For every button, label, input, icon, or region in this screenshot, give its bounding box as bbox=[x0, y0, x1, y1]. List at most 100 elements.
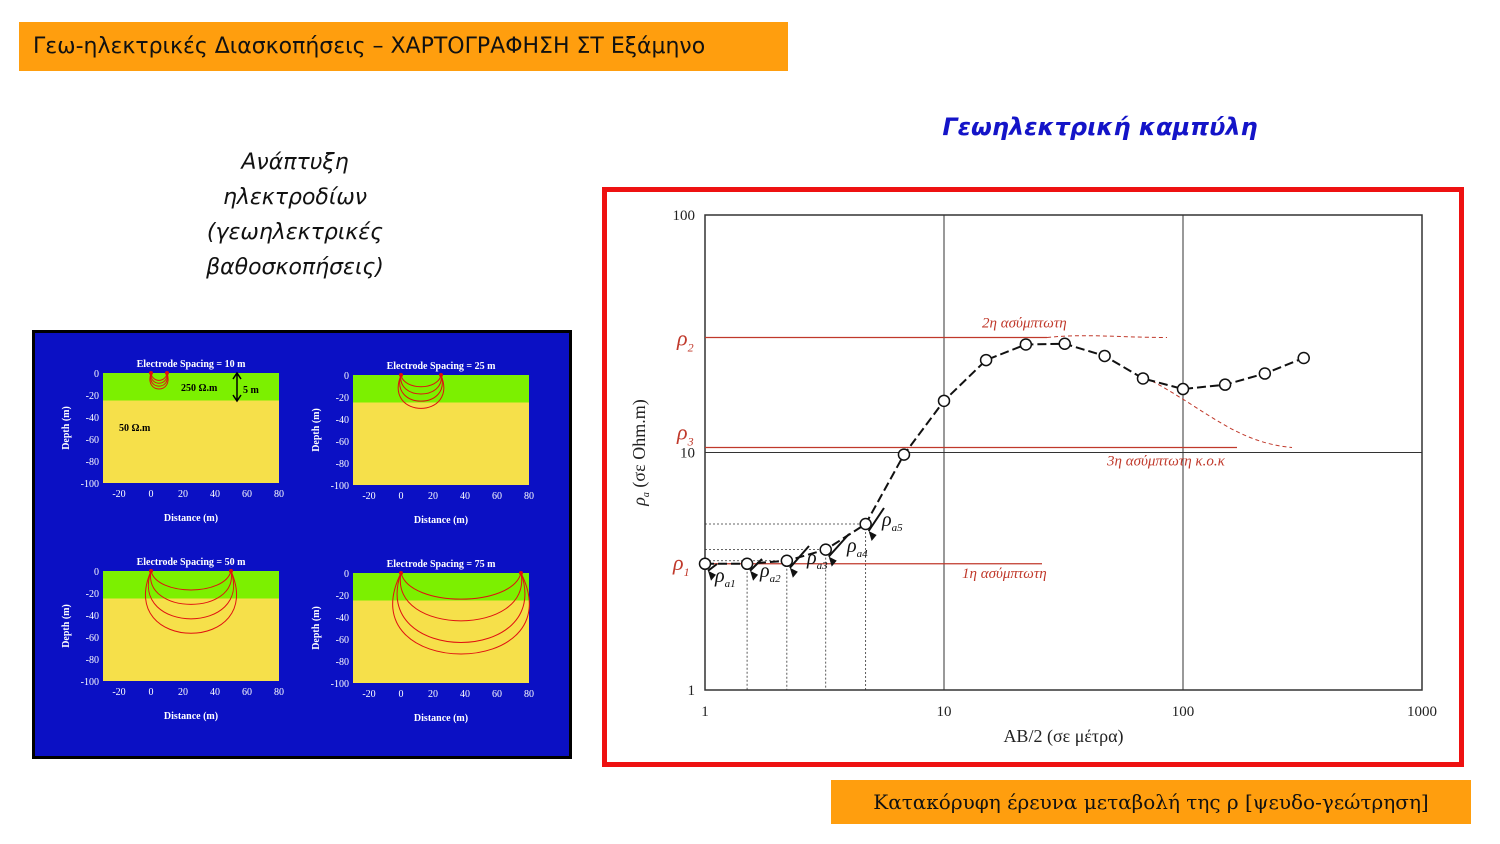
y-tick-label: -100 bbox=[81, 677, 99, 688]
y-tick-label: -40 bbox=[86, 611, 99, 622]
x-axis-label: Distance (m) bbox=[414, 515, 468, 526]
data-point bbox=[1297, 351, 1310, 365]
data-point bbox=[1176, 382, 1190, 396]
electrode-panel: Electrode Spacing = 25 m -20 0 20 40 60 80 0 -20… bbox=[311, 361, 534, 526]
data-point bbox=[1218, 378, 1232, 391]
x-axis-label: Distance (m) bbox=[414, 713, 468, 724]
y-axis-label: Depth (m) bbox=[61, 604, 72, 648]
point-arrow bbox=[707, 563, 718, 572]
point-label: ρa1 bbox=[714, 565, 736, 590]
y-tick-label: 1 bbox=[688, 683, 696, 699]
panel-title: Electrode Spacing = 50 m bbox=[137, 557, 247, 568]
current-line bbox=[150, 372, 168, 384]
y-tick-label: 0 bbox=[94, 369, 99, 380]
data-point bbox=[819, 543, 832, 556]
x-axis-label: Distance (m) bbox=[164, 711, 218, 722]
point-label: ρa5 bbox=[881, 509, 903, 534]
y-tick-label: -80 bbox=[336, 459, 349, 470]
y-tick-label: -20 bbox=[336, 393, 349, 404]
current-line bbox=[399, 572, 523, 622]
data-point bbox=[740, 557, 754, 571]
sounding-curve-frame: 1 10 100 1000 1 10 100 AB/2 (σε μέτρα) ρa (σε Oh… bbox=[602, 187, 1464, 767]
x-tick-label: 60 bbox=[492, 491, 502, 502]
x-tick-label: 0 bbox=[149, 489, 154, 500]
arrow-head-icon bbox=[868, 530, 877, 541]
x-tick-label: 60 bbox=[492, 689, 502, 700]
caption-line: ηλεκτροδίων bbox=[222, 185, 368, 210]
current-line bbox=[399, 374, 443, 402]
current-line bbox=[150, 570, 232, 591]
x-tick-label: 1 bbox=[701, 704, 709, 720]
y-tick-label: -60 bbox=[86, 435, 99, 446]
current-line bbox=[150, 372, 168, 381]
current-line bbox=[400, 572, 522, 600]
x-tick-label: 20 bbox=[428, 689, 438, 700]
y-tick-label: -20 bbox=[86, 589, 99, 600]
y-tick-label: -80 bbox=[336, 657, 349, 668]
current-line bbox=[396, 572, 526, 643]
y-tick-label: -20 bbox=[86, 391, 99, 402]
current-line bbox=[400, 374, 442, 395]
x-tick-label: 40 bbox=[210, 489, 220, 500]
electrode-marker bbox=[149, 569, 153, 573]
data-point bbox=[780, 554, 794, 568]
y-axis-label: Depth (m) bbox=[311, 408, 322, 452]
electrode-marker bbox=[439, 373, 443, 377]
electrode-panel: Electrode Spacing = 50 m -20 0 20 40 60 80 0 -20… bbox=[61, 557, 284, 722]
electrode-marker bbox=[399, 373, 403, 377]
electrode-caption: Ανάπτυξη ηλεκτροδίων (γεωηλεκτρικές βαθο… bbox=[180, 145, 410, 285]
panel-title: Electrode Spacing = 25 m bbox=[387, 361, 497, 372]
x-axis-label: AB/2 (σε μέτρα) bbox=[1003, 726, 1123, 747]
y-tick-label: -80 bbox=[86, 655, 99, 666]
x-tick-label: -20 bbox=[362, 689, 375, 700]
y-tick-label: -100 bbox=[81, 479, 99, 490]
asymptote-label-2: 2η ασύμπτωτη bbox=[982, 315, 1067, 331]
y-tick-label: -40 bbox=[336, 415, 349, 426]
y-axis-label: ρa (σε Ohm.m) bbox=[629, 399, 652, 506]
y-tick-label: -100 bbox=[331, 481, 349, 492]
rho-3-label: ρ3 bbox=[676, 419, 694, 448]
bottom-caption: Κατακόρυφη έρευνα μεταβολή της ρ [ψευδο-… bbox=[831, 780, 1471, 824]
electrode-marker bbox=[229, 569, 233, 573]
point-label: ρa2 bbox=[759, 560, 781, 585]
x-tick-label: 80 bbox=[274, 687, 284, 698]
green-layer bbox=[103, 571, 279, 599]
y-tick-label: -80 bbox=[86, 457, 99, 468]
rho-2-label: ρ2 bbox=[676, 325, 694, 354]
electrode-marker bbox=[149, 371, 153, 375]
arrow-head-icon bbox=[828, 556, 837, 567]
x-tick-label: 60 bbox=[242, 687, 252, 698]
y-tick-label: -60 bbox=[336, 437, 349, 448]
asymptote-label-3: 3η ασύμπτωτη κ.ο.κ bbox=[1106, 453, 1226, 469]
point-arrow bbox=[789, 545, 810, 569]
green-layer bbox=[353, 573, 529, 601]
current-line bbox=[148, 570, 234, 620]
point-arrow bbox=[867, 507, 885, 532]
data-point bbox=[698, 557, 712, 571]
electrode-panels-svg: Electrode Spacing = 10 m -20 0 20 40 60 80 0 -20… bbox=[61, 359, 534, 724]
x-tick-label: 20 bbox=[178, 687, 188, 698]
electrode-marker bbox=[165, 371, 169, 375]
data-point bbox=[1098, 349, 1111, 363]
y-tick-label: -60 bbox=[86, 633, 99, 644]
x-axis-label: Distance (m) bbox=[164, 513, 218, 524]
x-tick-label: 40 bbox=[460, 689, 470, 700]
caption-line: (γεωηλεκτρικές bbox=[206, 220, 384, 245]
y-tick-label: 100 bbox=[673, 208, 696, 224]
arrow-head-icon bbox=[708, 570, 716, 581]
sounding-curve-chart: 1 10 100 1000 1 10 100 AB/2 (σε μέτρα) ρa (σε Oh… bbox=[629, 208, 1437, 747]
panel-title: Electrode Spacing = 10 m bbox=[137, 359, 247, 370]
current-line bbox=[149, 372, 169, 390]
x-tick-label: 0 bbox=[399, 689, 404, 700]
x-tick-label: -20 bbox=[112, 687, 125, 698]
y-axis-label: Depth (m) bbox=[311, 606, 322, 650]
y-tick-label: -20 bbox=[336, 591, 349, 602]
curve-title: Γεωηλεκτρική καμπύλη bbox=[942, 113, 1258, 141]
y-axis-label: Depth (m) bbox=[61, 406, 72, 450]
current-line bbox=[150, 570, 232, 605]
data-point bbox=[1258, 367, 1272, 380]
x-tick-label: 1000 bbox=[1407, 704, 1437, 720]
current-line bbox=[150, 372, 168, 387]
x-tick-label: 80 bbox=[274, 489, 284, 500]
x-tick-label: 80 bbox=[524, 689, 534, 700]
